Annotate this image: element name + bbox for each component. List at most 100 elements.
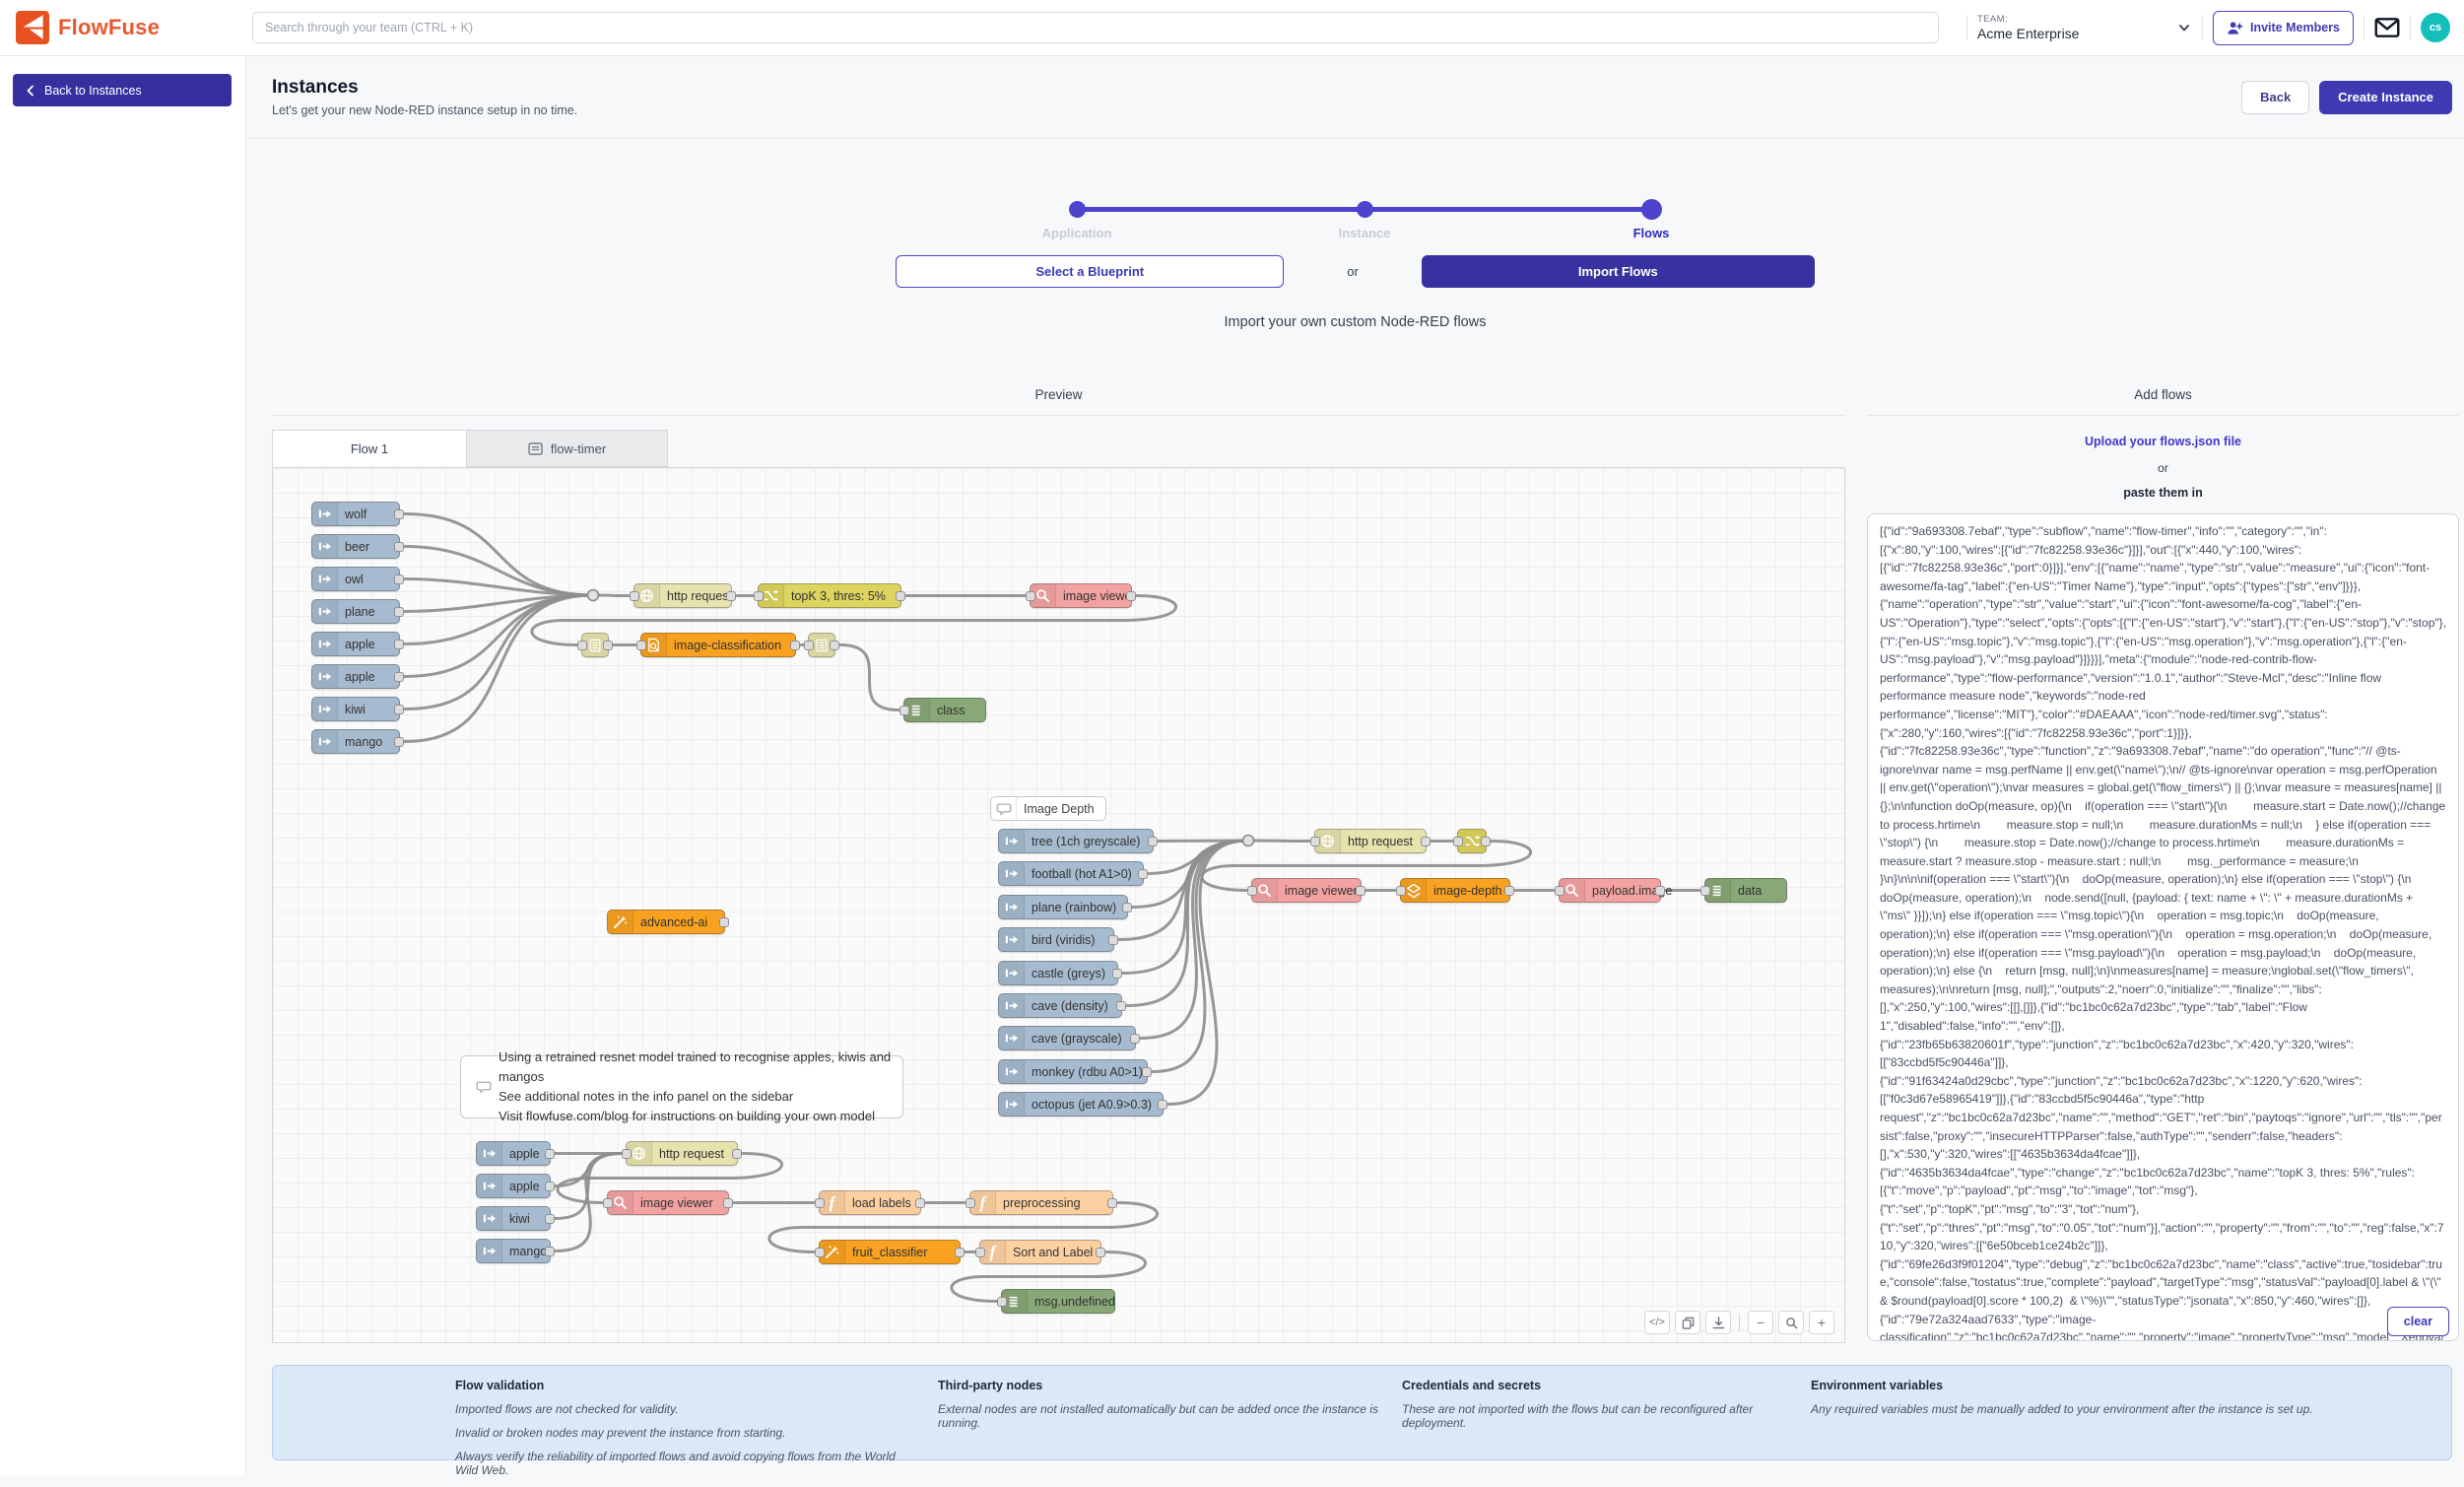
output-port[interactable] <box>726 591 736 601</box>
flow-node-apple[interactable]: apple <box>476 1174 551 1198</box>
output-port[interactable] <box>790 641 800 650</box>
tab-flow-timer[interactable]: flow-timer <box>467 430 668 467</box>
input-port[interactable] <box>636 641 646 650</box>
input-port[interactable] <box>997 1297 1007 1307</box>
input-port[interactable] <box>966 1198 975 1208</box>
flow-node-payload-image[interactable]: payload.image <box>1559 878 1661 903</box>
input-port[interactable] <box>815 1198 825 1208</box>
output-port[interactable] <box>1504 886 1514 896</box>
input-port[interactable] <box>1555 886 1565 896</box>
output-port[interactable] <box>394 575 404 584</box>
flow-node-image-viewer[interactable]: image viewer <box>607 1190 729 1215</box>
input-port[interactable] <box>815 1248 825 1257</box>
flow-node-http-request[interactable]: http request <box>626 1141 738 1166</box>
input-port[interactable] <box>1247 886 1257 896</box>
output-port[interactable] <box>1421 837 1431 846</box>
output-port[interactable] <box>1142 1067 1152 1077</box>
output-port[interactable] <box>545 1149 555 1159</box>
output-port[interactable] <box>394 509 404 519</box>
output-port[interactable] <box>1116 1001 1126 1011</box>
flow-node-mango[interactable]: mango <box>476 1239 551 1263</box>
flow-node-tree-1ch-greyscale[interactable]: tree (1ch greyscale) <box>998 829 1154 853</box>
input-port[interactable] <box>1026 591 1035 601</box>
input-port[interactable] <box>975 1248 985 1257</box>
flow-node-plane-rainbow[interactable]: plane (rainbow) <box>998 895 1128 919</box>
output-port[interactable] <box>1108 935 1118 945</box>
output-port[interactable] <box>394 672 404 682</box>
input-port[interactable] <box>899 706 909 715</box>
flow-node-image-viewer[interactable]: image viewer <box>1251 878 1362 903</box>
output-port[interactable] <box>1356 886 1365 896</box>
flow-node-castle-greys[interactable]: castle (greys) <box>998 961 1118 985</box>
flow-node-football-hot-a1-0[interactable]: football (hot A1>0) <box>998 861 1144 886</box>
output-port[interactable] <box>1158 1100 1167 1110</box>
flow-node-plane[interactable]: plane <box>311 599 400 624</box>
input-port[interactable] <box>754 591 764 601</box>
output-port[interactable] <box>1148 837 1158 846</box>
back-button[interactable]: Back <box>2241 81 2309 114</box>
team-selector[interactable]: TEAM: Acme Enterprise <box>1977 14 2192 41</box>
flow-node-apple[interactable]: apple <box>311 664 400 689</box>
output-port[interactable] <box>1126 591 1136 601</box>
output-port[interactable] <box>915 1198 925 1208</box>
input-port[interactable] <box>577 641 587 650</box>
output-port[interactable] <box>1107 1198 1117 1208</box>
flow-node-cave-density[interactable]: cave (density) <box>998 993 1122 1018</box>
search-input[interactable] <box>252 12 1939 43</box>
output-port[interactable] <box>394 640 404 649</box>
flow-node-kiwi[interactable]: kiwi <box>476 1206 551 1231</box>
output-port[interactable] <box>545 1182 555 1191</box>
upload-flows-link[interactable]: Upload your flows.json file <box>1867 435 2459 448</box>
flow-node-template-icon[interactable] <box>581 633 609 657</box>
output-port[interactable] <box>723 1198 733 1208</box>
output-port[interactable] <box>1138 869 1148 879</box>
tab-flow-1[interactable]: Flow 1 <box>272 430 467 467</box>
import-flows-button[interactable]: Import Flows <box>1422 255 1815 288</box>
flow-node-advanced-ai[interactable]: advanced-ai <box>607 910 725 934</box>
output-port[interactable] <box>394 607 404 617</box>
flow-node-wolf[interactable]: wolf <box>311 502 400 526</box>
flow-node-topk-3-thres-5[interactable]: topK 3, thres: 5% <box>758 583 901 608</box>
input-port[interactable] <box>1310 837 1320 846</box>
output-port[interactable] <box>1655 886 1665 896</box>
output-port[interactable] <box>603 641 613 650</box>
flow-node-apple[interactable]: apple <box>311 632 400 656</box>
flow-node-kiwi[interactable]: kiwi <box>311 697 400 721</box>
copy-icon[interactable] <box>1675 1311 1700 1334</box>
flow-node-owl[interactable]: owl <box>311 567 400 591</box>
flow-node-fruit-classifier[interactable]: fruit_classifier <box>819 1240 961 1264</box>
zoom-reset-icon[interactable] <box>1778 1311 1804 1334</box>
back-to-instances-button[interactable]: Back to Instances <box>13 74 232 106</box>
flow-node-shuffle-icon[interactable] <box>1457 829 1487 853</box>
flow-node-template-icon[interactable] <box>808 633 835 657</box>
output-port[interactable] <box>732 1149 742 1159</box>
clear-button[interactable]: clear <box>2387 1307 2449 1336</box>
select-blueprint-button[interactable]: Select a Blueprint <box>896 255 1284 288</box>
output-port[interactable] <box>830 641 839 650</box>
input-port[interactable] <box>1396 886 1406 896</box>
input-port[interactable] <box>1700 886 1710 896</box>
input-port[interactable] <box>804 641 814 650</box>
flow-node-image-depth[interactable]: Image Depth <box>990 796 1106 821</box>
flow-comment-box[interactable]: Using a retrained resnet model trained t… <box>460 1055 903 1118</box>
output-port[interactable] <box>394 705 404 714</box>
flowfuse-logo[interactable]: FlowFuse <box>16 11 252 44</box>
flow-node-http-request[interactable]: http request <box>1314 829 1427 853</box>
flow-node-image-viewer[interactable]: image viewer <box>1030 583 1132 608</box>
input-port[interactable] <box>622 1149 632 1159</box>
flow-node-apple[interactable]: apple <box>476 1141 551 1166</box>
create-instance-button[interactable]: Create Instance <box>2319 81 2452 114</box>
output-port[interactable] <box>545 1247 555 1256</box>
input-port[interactable] <box>1453 837 1463 846</box>
flow-node-msg-undefined[interactable]: msg.undefined <box>1001 1289 1115 1314</box>
output-port[interactable] <box>1481 837 1491 846</box>
output-port[interactable] <box>1096 1248 1105 1257</box>
flow-node-octopus-jet-a0-9-0-3[interactable]: octopus (jet A0.9>0.3) <box>998 1092 1164 1116</box>
flow-node-monkey-rdbu-a0-1[interactable]: monkey (rdbu A0>1) <box>998 1059 1148 1084</box>
code-icon[interactable]: </> <box>1644 1311 1670 1334</box>
stepper-dot-flows[interactable] <box>1641 199 1662 220</box>
flow-node-class[interactable]: class <box>903 698 986 722</box>
